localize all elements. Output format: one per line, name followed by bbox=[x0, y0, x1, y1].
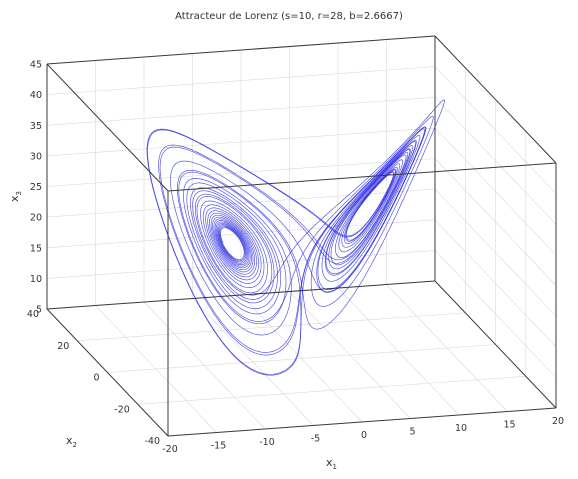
box-edge bbox=[167, 162, 557, 192]
grid-line bbox=[107, 344, 496, 373]
box-edge bbox=[46, 280, 436, 310]
z-tick-label: 40 bbox=[30, 90, 42, 101]
grid-line bbox=[46, 97, 436, 126]
x-tick-label: -15 bbox=[211, 441, 227, 452]
z-tick-label: 45 bbox=[30, 60, 42, 71]
box-edge bbox=[434, 280, 557, 409]
x-tick-label: 5 bbox=[409, 427, 415, 438]
trajectory-segment bbox=[147, 128, 425, 375]
y-tick-label: 0 bbox=[93, 373, 99, 384]
z-tick-label: 10 bbox=[30, 274, 42, 285]
z-tick-label: 5 bbox=[36, 305, 42, 316]
x-tick-label: -10 bbox=[259, 437, 275, 448]
grid-line bbox=[77, 312, 466, 342]
y-tick-label: -20 bbox=[114, 404, 130, 415]
trajectory-segment bbox=[338, 163, 401, 253]
z-tick-label: 25 bbox=[30, 182, 42, 193]
grid-line bbox=[46, 158, 436, 187]
x-tick-label: 20 bbox=[552, 416, 564, 427]
grid-line bbox=[434, 250, 557, 378]
y-tick-label: 40 bbox=[27, 309, 39, 320]
x-tick-label: 10 bbox=[455, 423, 467, 434]
box-edge bbox=[167, 407, 557, 437]
grid-line bbox=[434, 97, 557, 225]
trajectory-segment bbox=[183, 99, 445, 315]
grid-line bbox=[137, 376, 526, 405]
z-tick-label: 15 bbox=[30, 243, 42, 254]
trajectory-segment bbox=[213, 218, 252, 271]
z-axis-label: x3 bbox=[8, 191, 23, 202]
box-edge bbox=[46, 308, 169, 437]
grid-line bbox=[434, 66, 557, 194]
x-tick-label: -20 bbox=[162, 444, 178, 455]
trajectory-segment bbox=[345, 168, 397, 242]
grid-line bbox=[434, 127, 557, 256]
x-tick-label: 15 bbox=[503, 420, 515, 431]
tick-labels: -20 -15 -10 -5 0 5 10 15 2040200-20-404540353025… bbox=[27, 60, 564, 456]
box-edge bbox=[46, 35, 436, 65]
trajectory-segment bbox=[207, 210, 260, 281]
trajectory-segment bbox=[146, 115, 434, 376]
grid-line bbox=[434, 188, 557, 317]
trajectory-segment bbox=[217, 224, 248, 264]
axes-box-front bbox=[46, 35, 557, 437]
y-tick-label: 20 bbox=[57, 341, 69, 352]
grid-line bbox=[46, 66, 436, 95]
grid-line bbox=[46, 127, 436, 157]
x-axis-label: x1 bbox=[326, 456, 337, 471]
x-tick-label: 0 bbox=[361, 430, 367, 441]
axes-box-back bbox=[46, 36, 557, 409]
y-axis-label: x2 bbox=[66, 434, 77, 449]
grid-line bbox=[434, 158, 557, 286]
z-tick-label: 30 bbox=[30, 151, 42, 162]
trajectory-segment bbox=[177, 169, 366, 330]
y-tick-label: -40 bbox=[144, 436, 160, 447]
x-tick-label: -5 bbox=[311, 434, 320, 445]
trajectory-segment bbox=[196, 196, 273, 297]
box-edge bbox=[46, 63, 169, 192]
trajectory-segment bbox=[159, 126, 427, 353]
z-tick-label: 35 bbox=[30, 121, 42, 132]
z-tick-label: 20 bbox=[30, 213, 42, 224]
chart-title: Attracteur de Lorenz (s=10, r=28, b=2.66… bbox=[175, 11, 403, 22]
box-edge bbox=[434, 35, 557, 164]
grid-line bbox=[434, 219, 557, 348]
